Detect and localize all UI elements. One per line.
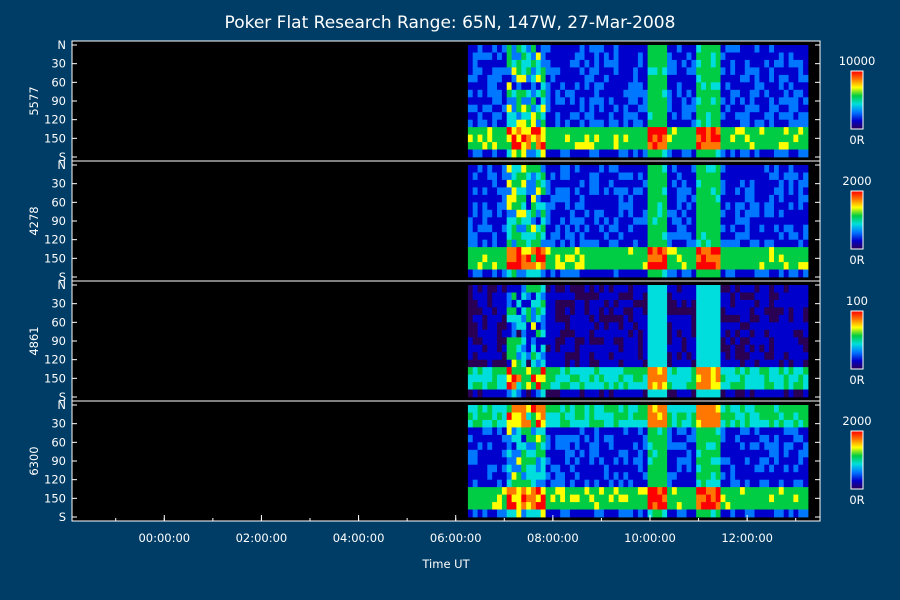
- colorbar-min-label: 0R: [849, 493, 864, 507]
- y-tick-label: 90: [51, 334, 66, 348]
- colorbar-min-label: 0R: [849, 133, 864, 147]
- x-tick-label: 12:00:00: [721, 531, 773, 545]
- y-tick-label: 150: [44, 251, 66, 265]
- x-axis-label: Time UT: [421, 557, 470, 571]
- y-tick-label: 60: [51, 195, 66, 209]
- y-tick-label: 150: [44, 131, 66, 145]
- y-tick-label: 150: [44, 371, 66, 385]
- y-tick-label: 120: [44, 473, 66, 487]
- panel-label-6300: 6300: [27, 446, 41, 475]
- y-tick-label: 60: [51, 435, 66, 449]
- colorbar-6300: [851, 431, 863, 489]
- colorbar-max-label: 2000: [842, 174, 871, 188]
- x-tick-label: 06:00:00: [430, 531, 482, 545]
- panel-label-4861: 4861: [27, 326, 41, 355]
- x-tick-label: 10:00:00: [624, 531, 676, 545]
- y-tick-label: 30: [51, 297, 66, 311]
- colorbar-min-label: 0R: [849, 253, 864, 267]
- colorbar-4278: [851, 191, 863, 249]
- y-tick-label: 90: [51, 454, 66, 468]
- y-tick-label: N: [57, 158, 66, 172]
- y-tick-label: 90: [51, 214, 66, 228]
- y-tick-label: N: [57, 278, 66, 292]
- y-tick-label: N: [57, 398, 66, 412]
- colorbar-max-label: 100: [846, 294, 868, 308]
- y-tick-label: 120: [44, 113, 66, 127]
- y-tick-label: S: [59, 390, 66, 404]
- y-tick-label: S: [59, 150, 66, 164]
- panels: N 30 60 90 120 150 S 5577 10000 0R N 30 60 90 120 150 S 4…: [27, 38, 875, 524]
- y-tick-label: 30: [51, 417, 66, 431]
- colorbar-max-label: 2000: [842, 414, 871, 428]
- x-tick-label: 02:00:00: [236, 531, 288, 545]
- colorbar-max-label: 10000: [839, 54, 876, 68]
- intensity-image-4278: [467, 165, 809, 278]
- y-tick-label: 30: [51, 57, 66, 71]
- panel-label-5577: 5577: [27, 86, 41, 115]
- y-tick-label: N: [57, 38, 66, 52]
- x-tick-label: 00:00:00: [138, 531, 190, 545]
- y-tick-label: 150: [44, 491, 66, 505]
- chart-title: Poker Flat Research Range: 65N, 147W, 27…: [225, 13, 676, 33]
- y-tick-label: 90: [51, 94, 66, 108]
- x-tick-label: 04:00:00: [333, 531, 385, 545]
- y-tick-label: 120: [44, 353, 66, 367]
- intensity-image-6300: [467, 405, 809, 518]
- colorbar-5577: [851, 71, 863, 129]
- y-tick-label: 60: [51, 75, 66, 89]
- y-tick-label: S: [59, 510, 66, 524]
- intensity-image-4861: [467, 285, 809, 398]
- x-axis: 00:00:00 02:00:00 04:00:00 06:00:00 08:00:00…: [115, 515, 797, 545]
- y-tick-label: 120: [44, 233, 66, 247]
- y-tick-label: 60: [51, 315, 66, 329]
- panel-label-4278: 4278: [27, 206, 41, 235]
- y-tick-label: 30: [51, 177, 66, 191]
- x-tick-label: 08:00:00: [527, 531, 579, 545]
- colorbar-4861: [851, 311, 863, 369]
- colorbar-min-label: 0R: [849, 373, 864, 387]
- y-tick-label: S: [59, 270, 66, 284]
- intensity-image-5577: [467, 45, 809, 158]
